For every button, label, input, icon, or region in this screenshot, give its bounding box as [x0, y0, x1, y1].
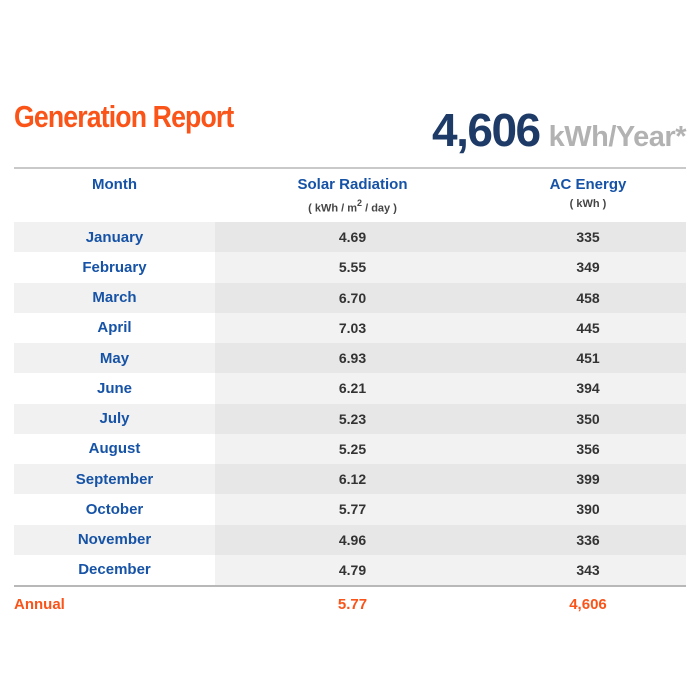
solar-value-cell: 5.23: [215, 403, 490, 434]
ac-value-cell: 350: [490, 403, 686, 434]
solar-value-cell: 5.25: [215, 433, 490, 464]
solar-value-cell: 4.79: [215, 554, 490, 585]
ac-value-cell: 343: [490, 554, 686, 585]
ac-value-cell: 399: [490, 464, 686, 495]
month-cell: September: [14, 464, 215, 495]
ac-value-cell: 356: [490, 433, 686, 464]
table-row: October 5.77 390: [14, 494, 686, 525]
ac-value-cell: 445: [490, 312, 686, 343]
solar-value-cell: 6.12: [215, 464, 490, 495]
month-cell: February: [14, 252, 215, 283]
solar-value-cell: 5.55: [215, 252, 490, 283]
month-cell: January: [14, 222, 215, 253]
annual-ac-value: 4,606: [569, 595, 607, 613]
solar-value-cell: 6.70: [215, 282, 490, 313]
column-header-ac-energy: AC Energy ( kWh ): [490, 169, 686, 222]
month-cell: December: [14, 554, 215, 585]
annual-total-value: 4,606: [432, 104, 541, 156]
solar-value-cell: 6.93: [215, 343, 490, 374]
solar-value-cell: 5.77: [215, 494, 490, 525]
solar-value-cell: 4.69: [215, 222, 490, 253]
annual-total-group: 4,606 kWh/Year*: [432, 103, 686, 157]
solar-radiation-column-label: Solar Radiation: [297, 176, 408, 193]
table-row: February 5.55 349: [14, 252, 686, 283]
ac-value-cell: 458: [490, 282, 686, 313]
ac-value-cell: 335: [490, 222, 686, 253]
ac-value-cell: 390: [490, 494, 686, 525]
table-row: August 5.25 356: [14, 433, 686, 464]
table-row: June 6.21 394: [14, 373, 686, 404]
solar-value-cell: 4.96: [215, 524, 490, 555]
annual-total-unit: kWh/Year*: [548, 121, 687, 153]
ac-value-cell: 451: [490, 343, 686, 374]
annual-solar-value: 5.77: [337, 595, 368, 613]
annual-label: Annual: [14, 595, 65, 613]
ac-energy-units: ( kWh ): [569, 198, 607, 210]
solar-value-cell: 7.03: [215, 312, 490, 343]
column-header-month: Month: [14, 169, 215, 222]
solar-radiation-units: ( kWh / m2 / day ): [308, 198, 397, 215]
ac-value-cell: 349: [490, 252, 686, 283]
month-cell: March: [14, 282, 215, 313]
annual-row: Annual 5.77 4,606: [14, 588, 686, 620]
month-cell: July: [14, 403, 215, 434]
month-cell: November: [14, 524, 215, 555]
month-cell: August: [14, 433, 215, 464]
table-row: April 7.03 445: [14, 312, 686, 343]
table-row: May 6.93 451: [14, 343, 686, 374]
table-row: January 4.69 335: [14, 222, 686, 253]
month-cell: April: [14, 312, 215, 343]
table-body: January 4.69 335 February 5.55 349 March 6.70 45…: [14, 222, 686, 585]
table-row: March 6.70 458: [14, 282, 686, 313]
page-title: Generation Report: [14, 99, 234, 134]
table-row: November 4.96 336: [14, 524, 686, 555]
table-header-row: Month Solar Radiation ( kWh / m2 / day )…: [14, 169, 686, 222]
column-header-solar-radiation: Solar Radiation ( kWh / m2 / day ): [215, 169, 490, 222]
month-cell: June: [14, 373, 215, 404]
solar-value-cell: 6.21: [215, 373, 490, 404]
ac-value-cell: 394: [490, 373, 686, 404]
table-row: September 6.12 399: [14, 464, 686, 495]
ac-energy-column-label: AC Energy: [549, 176, 627, 193]
header-divider: [14, 167, 686, 169]
month-cell: October: [14, 494, 215, 525]
table-row: December 4.79 343: [14, 554, 686, 585]
month-cell: May: [14, 343, 215, 374]
month-column-label: Month: [92, 176, 137, 193]
ac-value-cell: 336: [490, 524, 686, 555]
table-row: July 5.23 350: [14, 403, 686, 434]
annual-divider: [14, 585, 686, 587]
